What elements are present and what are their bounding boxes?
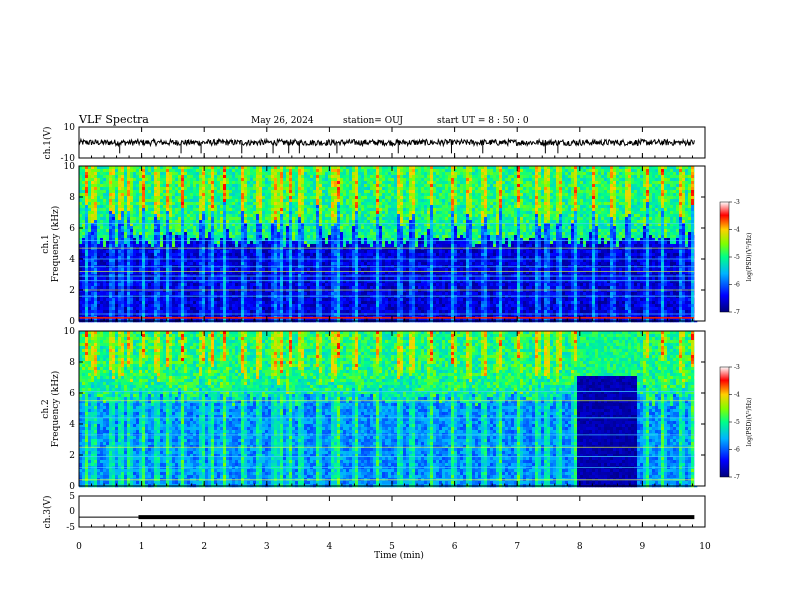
ch1-spec-ylabel-1: ch.1 [41, 234, 51, 253]
x-tick-8: 8 [577, 542, 583, 552]
x-tick-4: 4 [327, 542, 333, 552]
x-tick-9: 9 [640, 542, 646, 552]
spec2-ytick-6: 6 [69, 389, 75, 399]
ch1-waveform-trace [78, 137, 695, 154]
cbar2-ticks-tick-m6: -6 [734, 447, 740, 454]
x-tick-10: 10 [699, 542, 711, 552]
cbar2-ticks-tick-m3: -3 [734, 364, 740, 371]
spec1-ytick-0: 0 [69, 317, 75, 327]
ch2-spec-ylabel-1: ch.2 [41, 399, 51, 418]
ch3-ylabel: ch.3(V) [42, 496, 53, 529]
spec1-ytick-10: 10 [64, 162, 76, 172]
ch3-ytick-mid: 0 [69, 507, 75, 517]
spec2-ytick-4: 4 [69, 420, 75, 430]
ch1-waveform-panel: 10 -10 ch.1(V) [42, 123, 706, 164]
cbar1-ticks-tick-m7: -7 [734, 309, 740, 316]
figure-title: VLF Spectra [78, 113, 149, 126]
start-time-label: start UT = 8 : 50 : 0 [437, 116, 529, 126]
x-tick-3: 3 [264, 542, 270, 552]
spec1-ytick-8: 8 [69, 193, 75, 203]
x-tick-6: 6 [452, 542, 458, 552]
spec1-ytick-6: 6 [69, 224, 75, 234]
ch2-yticks: 0 2 4 6 8 10 [64, 327, 705, 492]
x-tick-1: 1 [139, 542, 145, 552]
ch2-spectrogram-image [79, 331, 705, 488]
cbar1-ticks-tick-m6: -6 [734, 282, 740, 289]
ch2-spec-ylabel-2: Frequency (kHz) [50, 371, 61, 448]
x-tick-2: 2 [201, 542, 207, 552]
cbar1-ticks-tick-m5: -5 [734, 254, 740, 261]
date-label: May 26, 2024 [251, 116, 314, 126]
cbar2-ticks-tick-m7: -7 [734, 474, 740, 481]
x-tick-0: 0 [76, 542, 82, 552]
ch3-ytick-top: 5 [69, 492, 75, 502]
spec2-ytick-0: 0 [69, 482, 75, 492]
ch1-yticks: 0 2 4 6 8 10 [64, 162, 705, 327]
spec2-ytick-8: 8 [69, 358, 75, 368]
ch1-spectrogram-image [79, 166, 705, 323]
ch2-colorbar: -3 -4 -5 -6 -7 log(PSD)(V²/Hz) [719, 364, 753, 481]
station-label: station= OUJ [343, 116, 403, 126]
cbar2-ticks-tick-m4: -4 [734, 392, 740, 399]
ch3-ytick-bottom: -5 [66, 523, 75, 533]
spec1-ytick-2: 2 [69, 286, 75, 296]
ch2-colorbar-label: log(PSD)(V²/Hz) [746, 398, 753, 447]
ch1-ylabel: ch.1(V) [42, 127, 53, 160]
ch1-colorbar-label: log(PSD)(V²/Hz) [746, 233, 753, 282]
cbar1-ticks-tick-m3: -3 [734, 199, 740, 206]
ch1-spec-ylabel-2: Frequency (kHz) [50, 206, 61, 283]
ch2-spectrogram-panel: 0 2 4 6 8 10 ch.2 Frequency (kHz) [41, 327, 706, 492]
x-tick-7: 7 [514, 542, 520, 552]
x-axis-label: Time (min) [374, 550, 424, 561]
cbar2-ticks-tick-m5: -5 [734, 419, 740, 426]
x-tick-5: 5 [389, 542, 395, 552]
spec1-ytick-4: 4 [69, 255, 75, 265]
ch1-waveform-line [78, 137, 695, 148]
cbar1-ticks-tick-m4: -4 [734, 227, 740, 234]
x-axis: 0 1 2 3 4 5 6 7 8 9 10 [76, 127, 711, 552]
ch1-ytick-bottom: -10 [61, 154, 76, 164]
ch1-ytick-top: 10 [64, 123, 76, 133]
ch1-spectrogram-panel: 0 2 4 6 8 10 ch.1 Frequency (kHz) [41, 162, 706, 327]
ch1-colorbar: -3 -4 -5 -6 -7 log(PSD)(V²/Hz) [719, 199, 753, 316]
spec2-ytick-2: 2 [69, 451, 75, 461]
spec2-ytick-10: 10 [64, 327, 76, 337]
